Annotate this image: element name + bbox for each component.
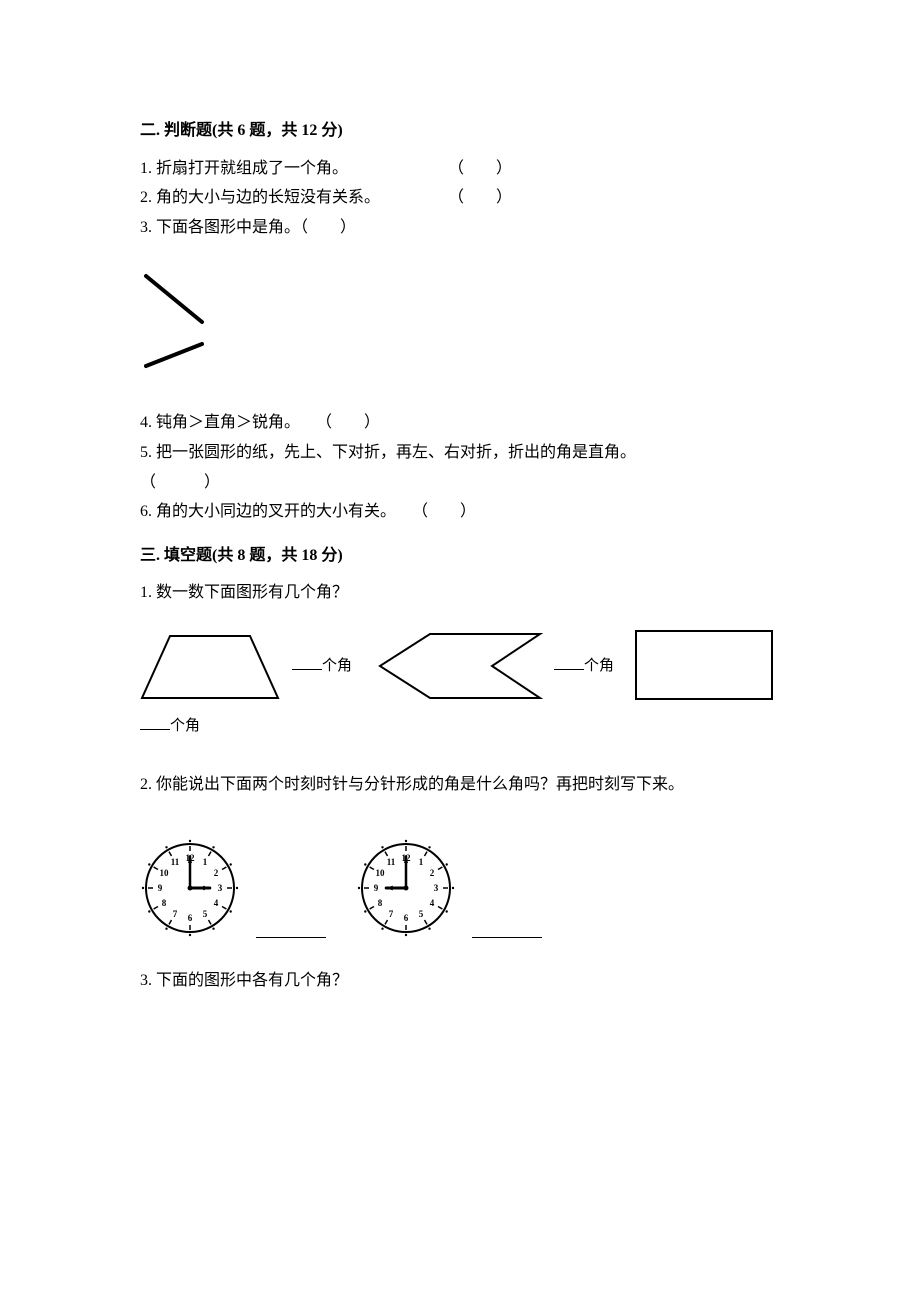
svg-text:9: 9	[158, 883, 163, 893]
clock-2: 123456789101112	[356, 838, 456, 938]
svg-text:2: 2	[214, 868, 219, 878]
s2-q1: 1. 折扇打开就组成了一个角。 （ ）	[140, 156, 780, 182]
svg-text:7: 7	[389, 909, 394, 919]
s2-q3: 3. 下面各图形中是角。（ ）	[140, 215, 780, 241]
s2-q1-paren: （ ）	[448, 156, 512, 182]
svg-text:8: 8	[162, 898, 167, 908]
s2-q2-paren: （ ）	[448, 185, 512, 211]
clock2-blank	[472, 921, 542, 938]
svg-text:3: 3	[434, 883, 439, 893]
s2-q5: 5. 把一张圆形的纸，先上、下对折，再左、右对折，折出的角是直角。	[140, 440, 780, 466]
svg-text:11: 11	[171, 857, 180, 867]
svg-text:6: 6	[188, 913, 193, 923]
s2-q4: 4. 钝角＞直角＞锐角。 （ ）	[140, 410, 780, 436]
clock-1: 123456789101112	[140, 838, 240, 938]
s3-q2-clocks-row: 123456789101112 123456789101112	[140, 838, 780, 938]
trapezoid-shape	[140, 628, 282, 704]
svg-text:3: 3	[218, 883, 223, 893]
svg-text:6: 6	[404, 913, 409, 923]
arrow-blank: 个角	[554, 654, 614, 678]
s2-q6: 6. 角的大小同边的叉开的大小有关。 （ ）	[140, 499, 780, 525]
svg-text:1: 1	[203, 857, 208, 867]
s2-q5b: （ ）	[140, 470, 780, 496]
s3-q1: 1. 数一数下面图形有几个角？	[140, 580, 780, 606]
svg-text:7: 7	[173, 909, 178, 919]
svg-text:5: 5	[203, 909, 208, 919]
svg-text:10: 10	[376, 868, 386, 878]
trap-blank: 个角	[292, 654, 352, 678]
rectangle-shape	[634, 629, 776, 703]
svg-text:2: 2	[430, 868, 435, 878]
svg-text:9: 9	[374, 883, 379, 893]
s2-q2: 2. 角的大小与边的长短没有关系。 （ ）	[140, 185, 780, 211]
s2-q1-text: 1. 折扇打开就组成了一个角。	[140, 156, 348, 182]
section-2-header: 二. 判断题(共 6 题，共 12 分)	[140, 118, 780, 144]
svg-text:1: 1	[419, 857, 424, 867]
section-3-header: 三. 填空题(共 8 题，共 18 分)	[140, 543, 780, 569]
svg-text:10: 10	[160, 868, 170, 878]
svg-text:4: 4	[430, 898, 435, 908]
angle-figure-svg	[140, 270, 230, 380]
s2-q3-figure	[140, 270, 780, 380]
s3-q2: 2. 你能说出下面两个时刻时针与分针形成的角是什么角吗？再把时刻写下来。	[140, 772, 780, 798]
s3-q1-shapes-row: 个角 个角	[140, 626, 780, 706]
s2-q2-text: 2. 角的大小与边的长短没有关系。	[140, 185, 380, 211]
s3-q3: 3. 下面的图形中各有几个角？	[140, 968, 780, 994]
svg-text:8: 8	[378, 898, 383, 908]
arrow-shape	[372, 626, 544, 706]
svg-text:11: 11	[387, 857, 396, 867]
svg-text:4: 4	[214, 898, 219, 908]
clock1-blank	[256, 921, 326, 938]
svg-text:5: 5	[419, 909, 424, 919]
rect-blank: 个角	[140, 714, 780, 738]
